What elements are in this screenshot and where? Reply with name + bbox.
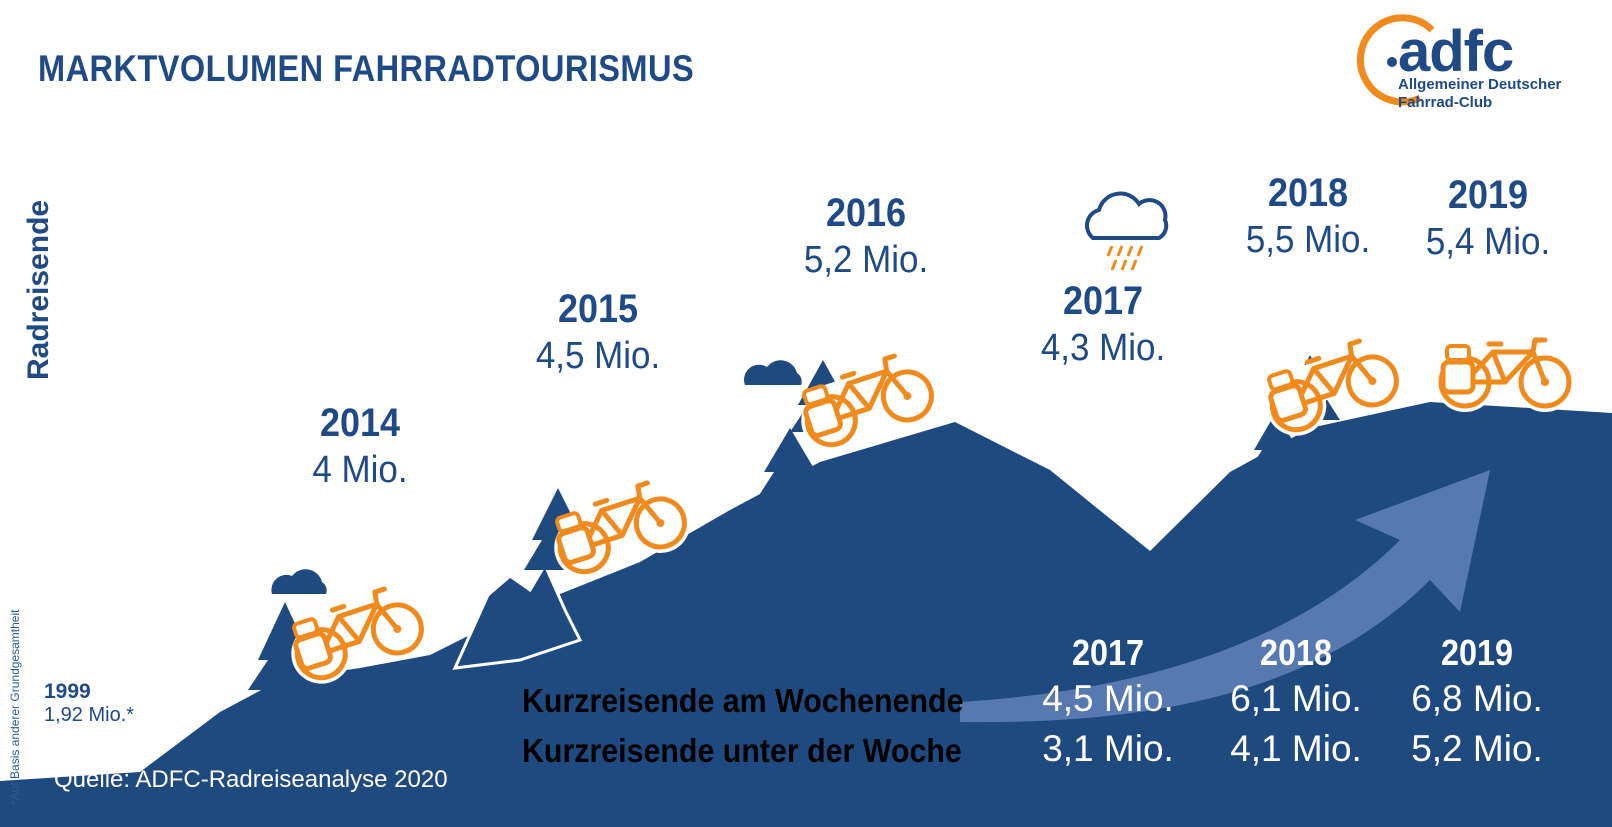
peak-value: 4,3 Mio. [1040,327,1166,369]
peak-value: 5,2 Mio. [803,239,929,281]
bicycle-icon [291,586,428,684]
peak-year: 2014 [319,401,401,445]
row-label-weekend: Kurzreisende am Wochenende [522,682,964,719]
table-cell: 3,1 Mio. [1042,728,1174,769]
peak-value: 5,4 Mio. [1425,221,1551,263]
peak-year: 2015 [557,287,639,331]
peak-year: 2019 [1447,173,1529,217]
trend-arrow [960,470,1490,723]
table-cell: 4,1 Mio. [1230,728,1362,769]
table-header-2017: 2017 [1071,632,1145,673]
peak-label-2018: 2018 5,5 Mio. [1208,170,1408,264]
peak-label-2015: 2015 4,5 Mio. [498,286,698,380]
peak-value: 5,5 Mio. [1245,219,1371,261]
table-cell: 6,1 Mio. [1230,678,1362,719]
bicycle-icon [801,353,938,451]
source-note: Quelle: ADFC-Radreiseanalyse 2020 [54,766,448,793]
peak-label-2019: 2019 5,4 Mio. [1388,172,1588,266]
page-title: MARKTVOLUMEN FAHRRADTOURISMUS [38,48,695,89]
adfc-logo-icon [1356,14,1435,106]
bicycle-icon [554,480,691,578]
start-value: 1999 1,92 Mio.* [44,680,134,727]
table-cell: 6,8 Mio. [1411,678,1543,719]
start-year: 1999 [44,680,91,703]
table-header-2018: 2018 [1259,632,1333,673]
mountain-area [0,402,1612,827]
bicycle-icon [1266,338,1403,436]
peak-label-2014: 2014 4 Mio. [260,400,460,494]
cloud-icon [271,360,802,594]
start-label: 1,92 Mio.* [44,704,135,726]
peak-label-2016: 2016 5,2 Mio. [766,190,966,284]
peak-value: 4 Mio. [312,449,408,491]
peak-value: 4,5 Mio. [535,335,661,377]
logo-subtitle-1: Allgemeiner Deutscher [1398,76,1562,93]
peak-year: 2017 [1062,279,1144,323]
peak-label-2017: 2017 4,3 Mio. [1003,278,1203,372]
logo-name: adfc [1398,19,1514,84]
peak-year: 2018 [1267,171,1349,215]
bicycle-icon [1435,337,1575,412]
table-cell: 4,5 Mio. [1042,678,1174,719]
row-label-weekday: Kurzreisende unter der Woche [522,732,962,769]
table-cell: 5,2 Mio. [1411,728,1543,769]
footnote: *Auf Basis anderer Grundgesamtheit [8,609,22,805]
y-axis-label: Radreisende [22,199,55,380]
rain-cloud-icon [1085,191,1169,271]
logo-subtitle-2: Fahrrad-Club [1398,94,1493,111]
peak-year: 2016 [825,191,907,235]
table-header-2019: 2019 [1440,632,1514,673]
